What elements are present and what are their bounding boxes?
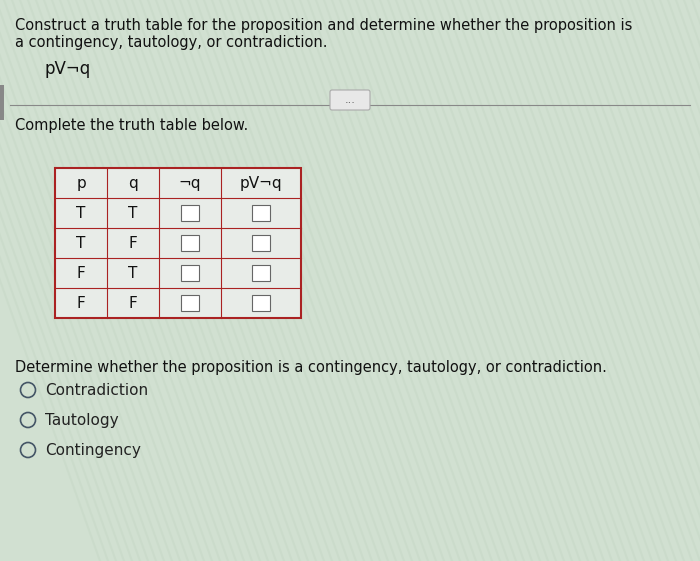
Bar	[181, 235, 199, 251]
Bar	[252, 235, 270, 251]
Text: ...: ...	[344, 95, 356, 105]
Text: pV¬q: pV¬q	[45, 60, 91, 78]
Bar	[181, 295, 199, 311]
FancyBboxPatch shape	[330, 90, 370, 110]
Text: Determine whether the proposition is a contingency, tautology, or contradiction.: Determine whether the proposition is a c…	[15, 360, 607, 375]
Text: Construct a truth table for the proposition and determine whether the propositio: Construct a truth table for the proposit…	[15, 18, 632, 33]
Bar	[252, 265, 270, 281]
Bar	[0, 85, 4, 120]
Text: Contingency: Contingency	[45, 443, 141, 458]
Bar	[252, 295, 270, 311]
Text: p: p	[76, 176, 86, 191]
Text: pV¬q: pV¬q	[239, 176, 282, 191]
Text: q: q	[128, 176, 138, 191]
Text: F: F	[129, 236, 137, 251]
Text: F: F	[76, 296, 85, 310]
Text: Complete the truth table below.: Complete the truth table below.	[15, 118, 248, 133]
Text: ¬q: ¬q	[178, 176, 202, 191]
Text: Tautology: Tautology	[45, 412, 118, 427]
Text: Contradiction: Contradiction	[45, 383, 148, 398]
Text: T: T	[128, 265, 138, 280]
Text: T: T	[76, 205, 85, 220]
Text: T: T	[76, 236, 85, 251]
Bar	[55, 168, 301, 318]
Text: T: T	[128, 205, 138, 220]
Bar	[55, 168, 301, 318]
Text: F: F	[129, 296, 137, 310]
Bar	[181, 205, 199, 221]
Bar	[252, 205, 270, 221]
Bar	[181, 265, 199, 281]
Text: a contingency, tautology, or contradiction.: a contingency, tautology, or contradicti…	[15, 35, 328, 50]
Text: F: F	[76, 265, 85, 280]
